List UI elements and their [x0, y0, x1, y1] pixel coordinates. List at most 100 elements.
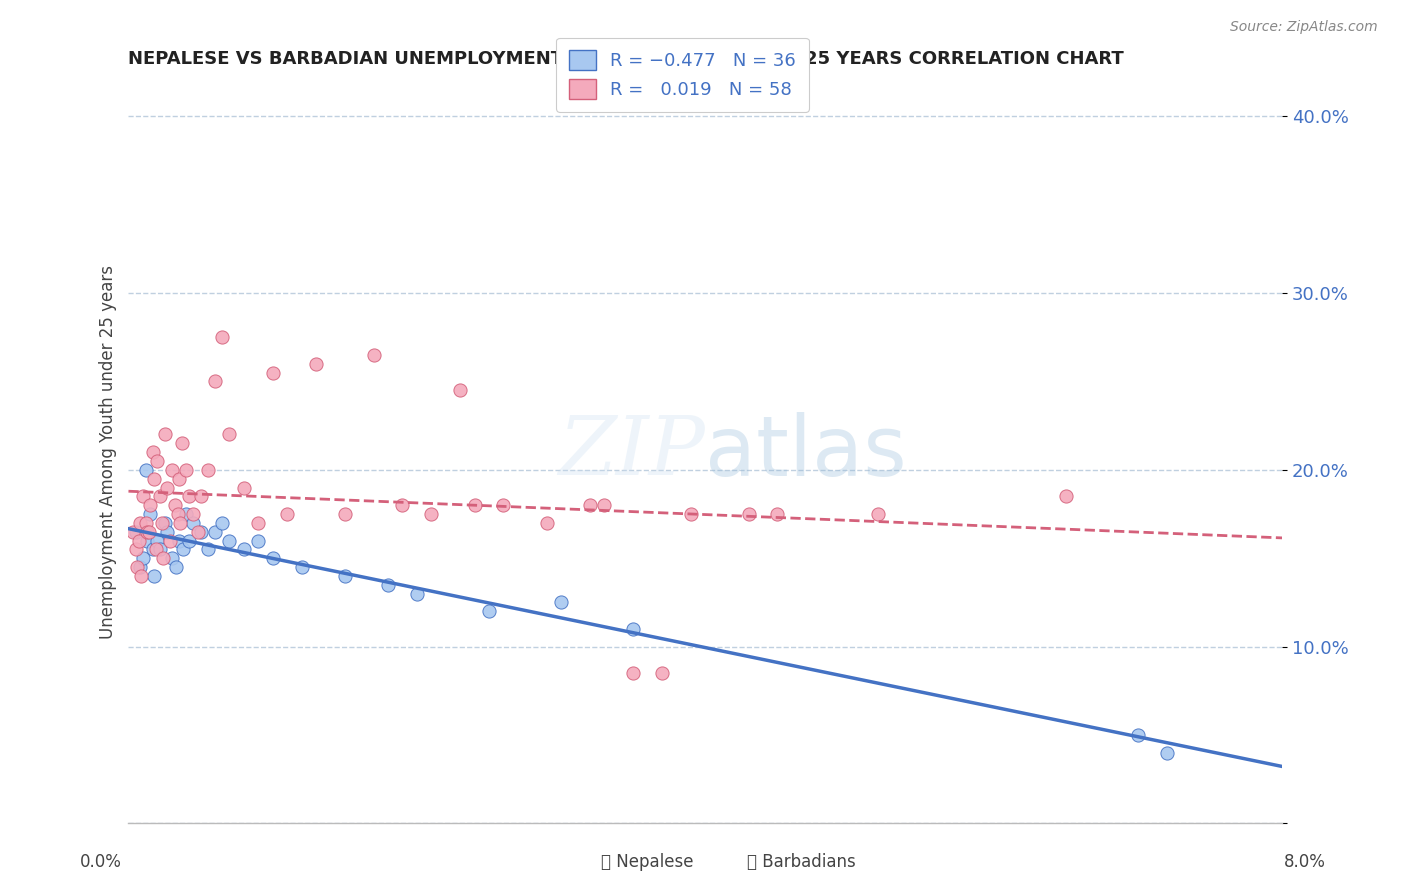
Point	[187, 524, 209, 539]
Point	[550, 595, 572, 609]
Point	[143, 569, 166, 583]
Text: 0.0%: 0.0%	[80, 853, 122, 871]
Y-axis label: Unemployment Among Youth under 25 years: Unemployment Among Youth under 25 years	[100, 265, 117, 640]
Point	[177, 489, 200, 503]
Point	[593, 498, 616, 512]
Point	[156, 524, 179, 539]
Point	[142, 542, 165, 557]
Point	[132, 489, 155, 503]
Point	[153, 516, 176, 530]
Point	[377, 578, 399, 592]
Point	[145, 542, 167, 557]
Point	[1054, 489, 1077, 503]
Point	[621, 666, 644, 681]
Point	[1156, 746, 1178, 760]
Point	[290, 560, 312, 574]
Point	[135, 516, 157, 530]
Point	[621, 622, 644, 636]
Point	[197, 463, 219, 477]
Point	[142, 445, 165, 459]
Text: ZIP: ZIP	[558, 412, 706, 492]
Point	[333, 507, 356, 521]
Point	[136, 524, 159, 539]
Point	[363, 348, 385, 362]
Point	[420, 507, 443, 521]
Point	[478, 604, 501, 618]
Point	[211, 330, 233, 344]
Point	[305, 357, 328, 371]
Point	[449, 384, 471, 398]
Point	[167, 472, 190, 486]
Point	[139, 507, 162, 521]
Legend: R = −0.477   N = 36, R =   0.019   N = 58: R = −0.477 N = 36, R = 0.019 N = 58	[555, 37, 808, 112]
Point	[172, 542, 194, 557]
Point	[174, 507, 197, 521]
Point	[128, 533, 150, 548]
Point	[166, 507, 188, 521]
Text: atlas: atlas	[706, 411, 907, 492]
Point	[132, 551, 155, 566]
Point	[177, 533, 200, 548]
Point	[651, 666, 673, 681]
Point	[135, 463, 157, 477]
Point	[125, 542, 148, 557]
Point	[160, 551, 183, 566]
Point	[218, 533, 240, 548]
Point	[159, 533, 181, 548]
Point	[247, 533, 270, 548]
Point	[737, 507, 759, 521]
Point	[492, 498, 515, 512]
Point	[868, 507, 890, 521]
Point	[138, 524, 160, 539]
Text: NEPALESE VS BARBADIAN UNEMPLOYMENT AMONG YOUTH UNDER 25 YEARS CORRELATION CHART: NEPALESE VS BARBADIAN UNEMPLOYMENT AMONG…	[128, 50, 1125, 68]
Point	[391, 498, 413, 512]
Point	[131, 569, 153, 583]
Point	[232, 481, 254, 495]
Point	[163, 498, 186, 512]
Point	[146, 454, 169, 468]
Point	[153, 427, 176, 442]
Point	[247, 516, 270, 530]
Point	[183, 516, 205, 530]
Point	[1126, 728, 1149, 742]
Point	[146, 533, 169, 548]
Point	[169, 516, 191, 530]
Point	[679, 507, 702, 521]
Text: ⬜ Nepalese: ⬜ Nepalese	[600, 853, 693, 871]
Text: ⬜ Barbadians: ⬜ Barbadians	[747, 853, 856, 871]
Point	[276, 507, 298, 521]
Point	[127, 560, 149, 574]
Point	[197, 542, 219, 557]
Point	[143, 472, 166, 486]
Point	[190, 524, 212, 539]
Text: 8.0%: 8.0%	[1284, 853, 1326, 871]
Point	[139, 498, 162, 512]
Point	[152, 551, 174, 566]
Point	[262, 551, 284, 566]
Point	[464, 498, 486, 512]
Point	[149, 542, 172, 557]
Point	[218, 427, 240, 442]
Point	[167, 533, 190, 548]
Point	[125, 524, 148, 539]
Point	[406, 586, 429, 600]
Point	[150, 516, 173, 530]
Text: Source: ZipAtlas.com: Source: ZipAtlas.com	[1230, 21, 1378, 34]
Point	[149, 489, 172, 503]
Point	[156, 481, 179, 495]
Point	[174, 463, 197, 477]
Point	[129, 516, 152, 530]
Point	[766, 507, 789, 521]
Point	[136, 533, 159, 548]
Point	[262, 366, 284, 380]
Point	[121, 524, 143, 539]
Point	[536, 516, 558, 530]
Point	[170, 436, 193, 450]
Point	[211, 516, 233, 530]
Point	[333, 569, 356, 583]
Point	[204, 375, 226, 389]
Point	[190, 489, 212, 503]
Point	[183, 507, 205, 521]
Point	[160, 463, 183, 477]
Point	[232, 542, 254, 557]
